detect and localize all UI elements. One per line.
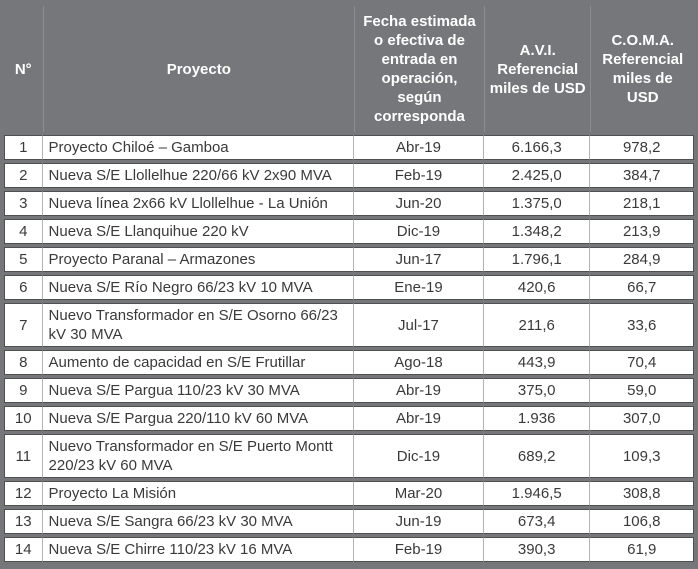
- cell-proyecto: Nueva S/E Chirre 110/23 kV 16 MVA: [42, 537, 355, 562]
- cell-coma: 66,7: [590, 275, 694, 300]
- cell-num: 6: [4, 275, 43, 300]
- cell-avi: 1.796,1: [483, 247, 591, 272]
- cell-fecha: Abr-19: [354, 135, 484, 160]
- table-row: 7 Nuevo Transformador en S/E Osorno 66/23…: [4, 303, 694, 347]
- cell-coma: 308,8: [590, 481, 694, 506]
- table-row: 6 Nueva S/E Río Negro 66/23 kV 10 MVA Ene-…: [4, 275, 694, 300]
- cell-num: 13: [4, 509, 43, 534]
- column-header-fecha: Fecha estimada o efectiva de entrada en …: [354, 6, 484, 132]
- cell-num: 3: [4, 191, 43, 216]
- cell-coma: 33,6: [590, 303, 694, 347]
- cell-fecha: Mar-20: [354, 481, 484, 506]
- cell-avi: 443,9: [483, 350, 591, 375]
- cell-fecha: Feb-19: [354, 163, 484, 188]
- cell-proyecto: Nueva S/E Sangra 66/23 kV 30 MVA: [42, 509, 355, 534]
- projects-table: N° Proyecto Fecha estimada o efectiva de…: [4, 3, 694, 565]
- table-row: 10 Nueva S/E Pargua 220/110 kV 60 MVA Abr-…: [4, 406, 694, 431]
- cell-num: 9: [4, 378, 43, 403]
- column-header-avi: A.V.I. Referencial miles de USD: [483, 6, 591, 132]
- cell-num: 14: [4, 537, 43, 562]
- cell-num: 5: [4, 247, 43, 272]
- cell-proyecto: Nueva S/E Llanquihue 220 kV: [42, 219, 355, 244]
- cell-coma: 978,2: [590, 135, 694, 160]
- cell-num: 1: [4, 135, 43, 160]
- cell-num: 8: [4, 350, 43, 375]
- cell-fecha: Jul-17: [354, 303, 484, 347]
- table-row: 11 Nuevo Transformador en S/E Puerto Mont…: [4, 434, 694, 478]
- table-row: 5 Proyecto Paranal – Armazones Jun-17 1.796…: [4, 247, 694, 272]
- cell-proyecto: Nuevo Transformador en S/E Osorno 66/23 …: [42, 303, 355, 347]
- column-header-num: N°: [4, 6, 43, 132]
- cell-coma: 59,0: [590, 378, 694, 403]
- cell-fecha: Ene-19: [354, 275, 484, 300]
- table-row: 12 Proyecto La Misión Mar-20 1.946,5 308,8: [4, 481, 694, 506]
- cell-avi: 375,0: [483, 378, 591, 403]
- cell-avi: 420,6: [483, 275, 591, 300]
- cell-proyecto: Proyecto Chiloé – Gamboa: [42, 135, 355, 160]
- table-row: 4 Nueva S/E Llanquihue 220 kV Dic-19 1.348,…: [4, 219, 694, 244]
- cell-avi: 1.936: [483, 406, 591, 431]
- cell-avi: 673,4: [483, 509, 591, 534]
- cell-avi: 1.946,5: [483, 481, 591, 506]
- cell-avi: 1.375,0: [483, 191, 591, 216]
- cell-fecha: Jun-19: [354, 509, 484, 534]
- cell-proyecto: Nueva S/E Río Negro 66/23 kV 10 MVA: [42, 275, 355, 300]
- cell-coma: 70,4: [590, 350, 694, 375]
- table-row: 2 Nueva S/E Llollelhue 220/66 kV 2x90 MVA…: [4, 163, 694, 188]
- cell-avi: 2.425,0: [483, 163, 591, 188]
- cell-avi: 689,2: [483, 434, 591, 478]
- cell-proyecto: Nueva S/E Pargua 110/23 kV 30 MVA: [42, 378, 355, 403]
- cell-fecha: Dic-19: [354, 434, 484, 478]
- cell-avi: 1.348,2: [483, 219, 591, 244]
- column-header-coma: C.O.M.A. Referencial miles de USD: [590, 6, 694, 132]
- cell-proyecto: Nueva S/E Llollelhue 220/66 kV 2x90 MVA: [42, 163, 355, 188]
- cell-avi: 211,6: [483, 303, 591, 347]
- cell-proyecto: Nueva S/E Pargua 220/110 kV 60 MVA: [42, 406, 355, 431]
- cell-coma: 384,7: [590, 163, 694, 188]
- cell-proyecto: Proyecto Paranal – Armazones: [42, 247, 355, 272]
- table-row: 9 Nueva S/E Pargua 110/23 kV 30 MVA Abr-19…: [4, 378, 694, 403]
- table-body: 1 Proyecto Chiloé – Gamboa Abr-19 6.166,3 97…: [4, 135, 694, 562]
- cell-proyecto: Nueva línea 2x66 kV Llollelhue - La Unió…: [42, 191, 355, 216]
- cell-fecha: Abr-19: [354, 378, 484, 403]
- cell-avi: 6.166,3: [483, 135, 591, 160]
- cell-fecha: Jun-20: [354, 191, 484, 216]
- cell-num: 2: [4, 163, 43, 188]
- header-row: N° Proyecto Fecha estimada o efectiva de…: [4, 6, 694, 132]
- cell-fecha: Dic-19: [354, 219, 484, 244]
- cell-avi: 390,3: [483, 537, 591, 562]
- cell-num: 7: [4, 303, 43, 347]
- cell-fecha: Feb-19: [354, 537, 484, 562]
- table-row: 1 Proyecto Chiloé – Gamboa Abr-19 6.166,3 97…: [4, 135, 694, 160]
- cell-num: 12: [4, 481, 43, 506]
- cell-num: 10: [4, 406, 43, 431]
- cell-coma: 109,3: [590, 434, 694, 478]
- column-header-proyecto: Proyecto: [42, 6, 355, 132]
- cell-proyecto: Proyecto La Misión: [42, 481, 355, 506]
- cell-coma: 284,9: [590, 247, 694, 272]
- cell-coma: 218,1: [590, 191, 694, 216]
- cell-proyecto: Nuevo Transformador en S/E Puerto Montt …: [42, 434, 355, 478]
- table-header: N° Proyecto Fecha estimada o efectiva de…: [4, 6, 694, 132]
- cell-coma: 106,8: [590, 509, 694, 534]
- cell-coma: 213,9: [590, 219, 694, 244]
- table-row: 8 Aumento de capacidad en S/E Frutillar Ag…: [4, 350, 694, 375]
- table-row: 14 Nueva S/E Chirre 110/23 kV 16 MVA Feb-1…: [4, 537, 694, 562]
- cell-fecha: Ago-18: [354, 350, 484, 375]
- table-row: 3 Nueva línea 2x66 kV Llollelhue - La Uni…: [4, 191, 694, 216]
- cell-fecha: Abr-19: [354, 406, 484, 431]
- cell-proyecto: Aumento de capacidad en S/E Frutillar: [42, 350, 355, 375]
- cell-num: 11: [4, 434, 43, 478]
- cell-coma: 61,9: [590, 537, 694, 562]
- cell-num: 4: [4, 219, 43, 244]
- cell-coma: 307,0: [590, 406, 694, 431]
- table-row: 13 Nueva S/E Sangra 66/23 kV 30 MVA Jun-19…: [4, 509, 694, 534]
- cell-fecha: Jun-17: [354, 247, 484, 272]
